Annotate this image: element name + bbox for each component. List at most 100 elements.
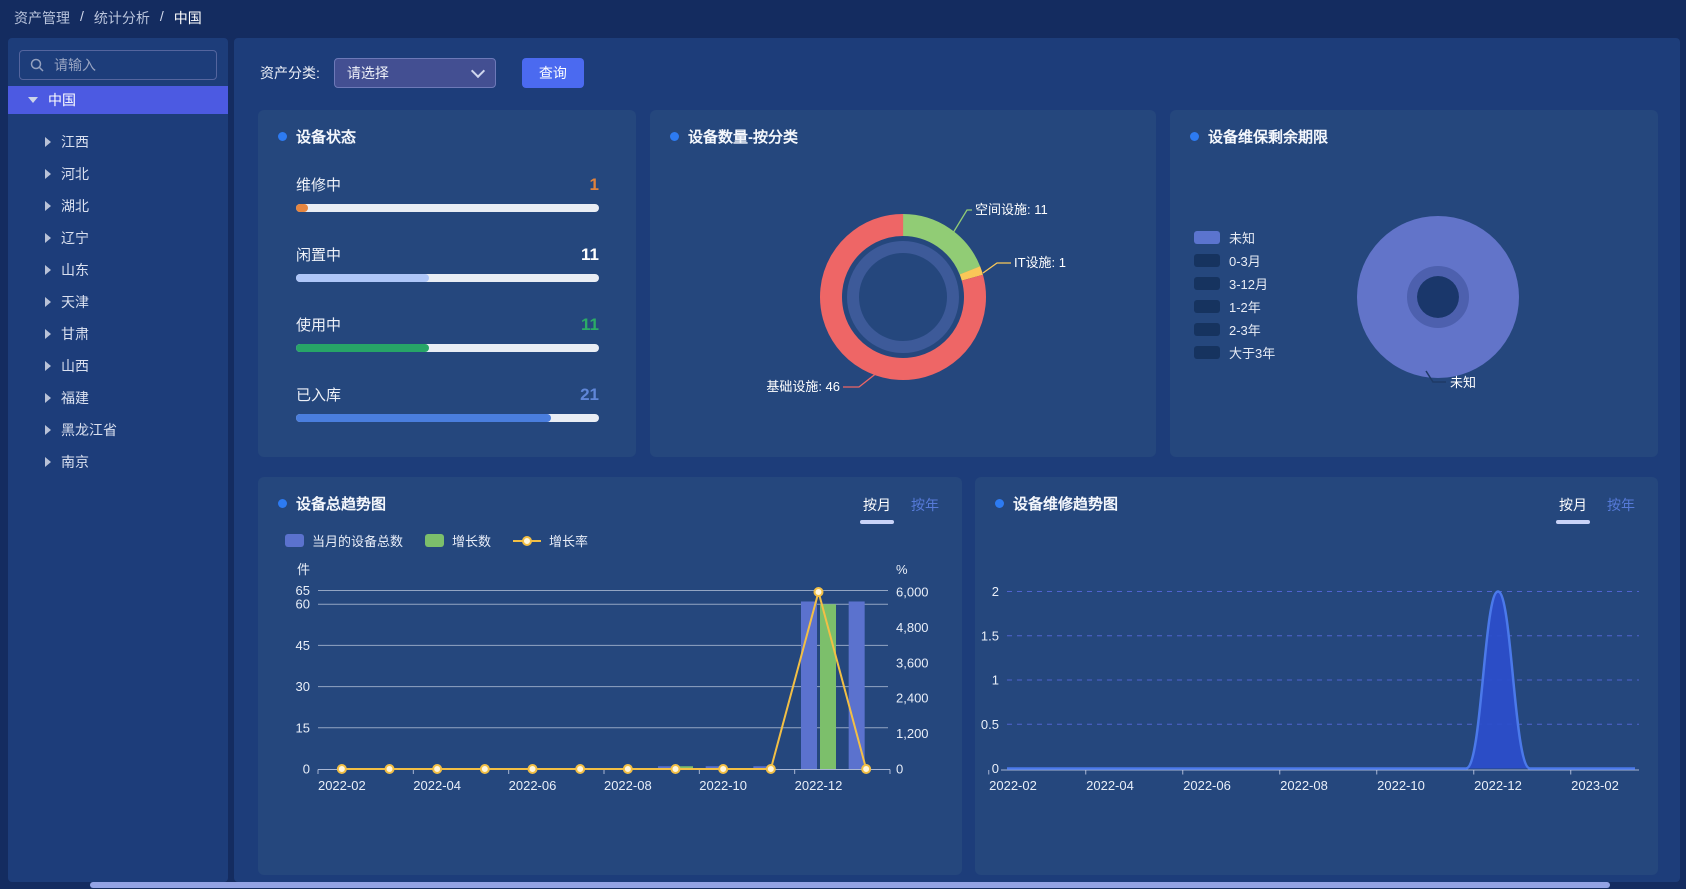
legend-item[interactable]: 1-2年 — [1194, 295, 1275, 318]
region-tree-sidebar: 中国 江西 河北 湖北 辽宁 山东 天津 甘肃 山西 福建 黑龙江省 南京 — [8, 38, 228, 882]
tree-item[interactable]: 江西 — [8, 126, 228, 158]
legend-swatch — [425, 534, 445, 547]
chevron-right-icon[interactable] — [45, 297, 51, 307]
legend-item[interactable]: 当月的设备总数 — [285, 531, 403, 550]
tree-item[interactable]: 南京 — [8, 446, 228, 478]
legend-item[interactable]: 增长数 — [425, 531, 491, 550]
tree-item[interactable]: 福建 — [8, 382, 228, 414]
chevron-right-icon[interactable] — [45, 393, 51, 403]
status-label: 闲置中 — [296, 247, 342, 264]
svg-text:4,800: 4,800 — [896, 620, 929, 635]
svg-text:30: 30 — [296, 679, 310, 694]
tab-by-year[interactable]: 按年 — [1607, 497, 1635, 513]
card-title-row: 设备维修趋势图 — [995, 493, 1118, 514]
filter-row: 资产分类: 请选择 查询 — [260, 58, 584, 88]
status-progress-fill — [296, 204, 309, 212]
title-dot-icon — [278, 132, 287, 141]
tab-by-year[interactable]: 按年 — [911, 497, 939, 513]
svg-text:6,000: 6,000 — [896, 585, 929, 600]
repair-trend-card: 设备维修趋势图 按月 按年 0 0.5 1 1.5 2 2022-02 2022-04 202… — [975, 477, 1658, 875]
legend-item[interactable]: 增长率 — [513, 531, 588, 550]
tree-item-label: 辽宁 — [61, 230, 89, 246]
total-trend-card: 设备总趋势图 按月 按年 当月的设备总数 增长数 增长率 件 0 15 30 45 60 6… — [258, 477, 962, 875]
svg-text:2022-08: 2022-08 — [604, 778, 652, 793]
status-value: 11 — [581, 245, 599, 264]
breadcrumb-item[interactable]: 资产管理 — [14, 10, 70, 26]
tree-item[interactable]: 黑龙江省 — [8, 414, 228, 446]
chevron-right-icon[interactable] — [45, 233, 51, 243]
tree-children: 江西 河北 湖北 辽宁 山东 天津 甘肃 山西 福建 黑龙江省 南京 — [8, 126, 228, 478]
horizontal-scrollbar[interactable] — [90, 882, 1610, 888]
tree-item[interactable]: 天津 — [8, 286, 228, 318]
tree-item-label: 湖北 — [61, 198, 89, 214]
status-progress-fill — [296, 274, 430, 282]
trend-tabs: 按月 按年 — [860, 495, 939, 524]
svg-text:1,200: 1,200 — [896, 726, 929, 741]
legend-item[interactable]: 3-12月 — [1194, 272, 1275, 295]
search-input[interactable] — [52, 56, 196, 74]
warranty-pie-chart: 未知 — [1357, 216, 1519, 390]
legend-label: 1-2年 — [1229, 300, 1261, 315]
tree-item[interactable]: 湖北 — [8, 190, 228, 222]
svg-text:2023-02: 2023-02 — [1571, 778, 1619, 793]
chevron-right-icon[interactable] — [45, 329, 51, 339]
legend-item[interactable]: 0-3月 — [1194, 249, 1275, 272]
status-progress-track — [296, 414, 599, 422]
chevron-right-icon[interactable] — [45, 457, 51, 467]
status-row: 维修中 1 — [296, 174, 599, 212]
status-value: 11 — [581, 315, 599, 334]
breadcrumb-item-current: 中国 — [173, 10, 202, 26]
tree-item-label: 天津 — [61, 294, 89, 310]
query-button[interactable]: 查询 — [521, 58, 584, 88]
legend-item[interactable]: 2-3年 — [1194, 318, 1275, 341]
svg-text:15: 15 — [296, 720, 310, 735]
svg-text:2022-12: 2022-12 — [795, 778, 843, 793]
tree-item-label: 南京 — [61, 454, 89, 470]
legend-label: 2-3年 — [1229, 323, 1261, 338]
main-panel: 资产分类: 请选择 查询 设备状态 维修中 1 闲置中 11 使用中 11 已入库 21 设备… — [234, 38, 1680, 882]
legend-item[interactable]: 大于3年 — [1194, 341, 1275, 364]
chevron-right-icon[interactable] — [45, 425, 51, 435]
svg-text:IT设施: 1: IT设施: 1 — [1014, 255, 1066, 270]
tree-item[interactable]: 河北 — [8, 158, 228, 190]
chevron-right-icon[interactable] — [45, 201, 51, 211]
svg-text:2022-12: 2022-12 — [1474, 778, 1522, 793]
trend-legend: 当月的设备总数 增长数 增长率 — [285, 531, 588, 550]
svg-text:0.5: 0.5 — [981, 717, 999, 732]
tree-item[interactable]: 辽宁 — [8, 222, 228, 254]
legend-swatch — [1194, 254, 1220, 267]
tree-item-china-selected[interactable]: 中国 — [8, 86, 228, 114]
chevron-right-icon[interactable] — [45, 361, 51, 371]
legend-label: 增长率 — [549, 534, 589, 549]
tab-by-month[interactable]: 按月 — [860, 495, 894, 524]
status-label: 维修中 — [296, 177, 342, 194]
breadcrumb-separator: / — [159, 8, 164, 24]
tree-search-box[interactable] — [19, 50, 217, 80]
breadcrumb-item[interactable]: 统计分析 — [93, 10, 150, 26]
chevron-right-icon[interactable] — [45, 169, 51, 179]
chevron-right-icon[interactable] — [45, 265, 51, 275]
svg-text:2022-04: 2022-04 — [1086, 778, 1134, 793]
tree-item[interactable]: 山东 — [8, 254, 228, 286]
chevron-down-icon[interactable] — [28, 97, 38, 103]
breadcrumb: 资产管理 / 统计分析 / 中国 — [14, 8, 202, 28]
asset-category-select[interactable]: 请选择 — [333, 58, 496, 88]
search-icon — [30, 58, 44, 72]
device-count-donut-chart: 空间设施: 11 IT设施: 1 基础设施: 46 — [766, 202, 1066, 394]
svg-text:0: 0 — [896, 762, 903, 777]
status-label: 已入库 — [296, 387, 342, 404]
svg-text:2022-06: 2022-06 — [509, 778, 557, 793]
legend-swatch — [1194, 323, 1220, 336]
svg-text:2022-04: 2022-04 — [413, 778, 461, 793]
legend-item[interactable]: 未知 — [1194, 226, 1275, 249]
chevron-right-icon[interactable] — [45, 137, 51, 147]
tree-item[interactable]: 山西 — [8, 350, 228, 382]
tree-item-label: 甘肃 — [61, 326, 89, 342]
card-title: 设备总趋势图 — [296, 496, 387, 513]
select-value: 请选择 — [346, 65, 389, 81]
svg-text:2022-10: 2022-10 — [1377, 778, 1425, 793]
tree-item-label: 山东 — [61, 262, 89, 278]
tree-item[interactable]: 甘肃 — [8, 318, 228, 350]
svg-text:2022-08: 2022-08 — [1280, 778, 1328, 793]
tab-by-month[interactable]: 按月 — [1556, 495, 1590, 524]
